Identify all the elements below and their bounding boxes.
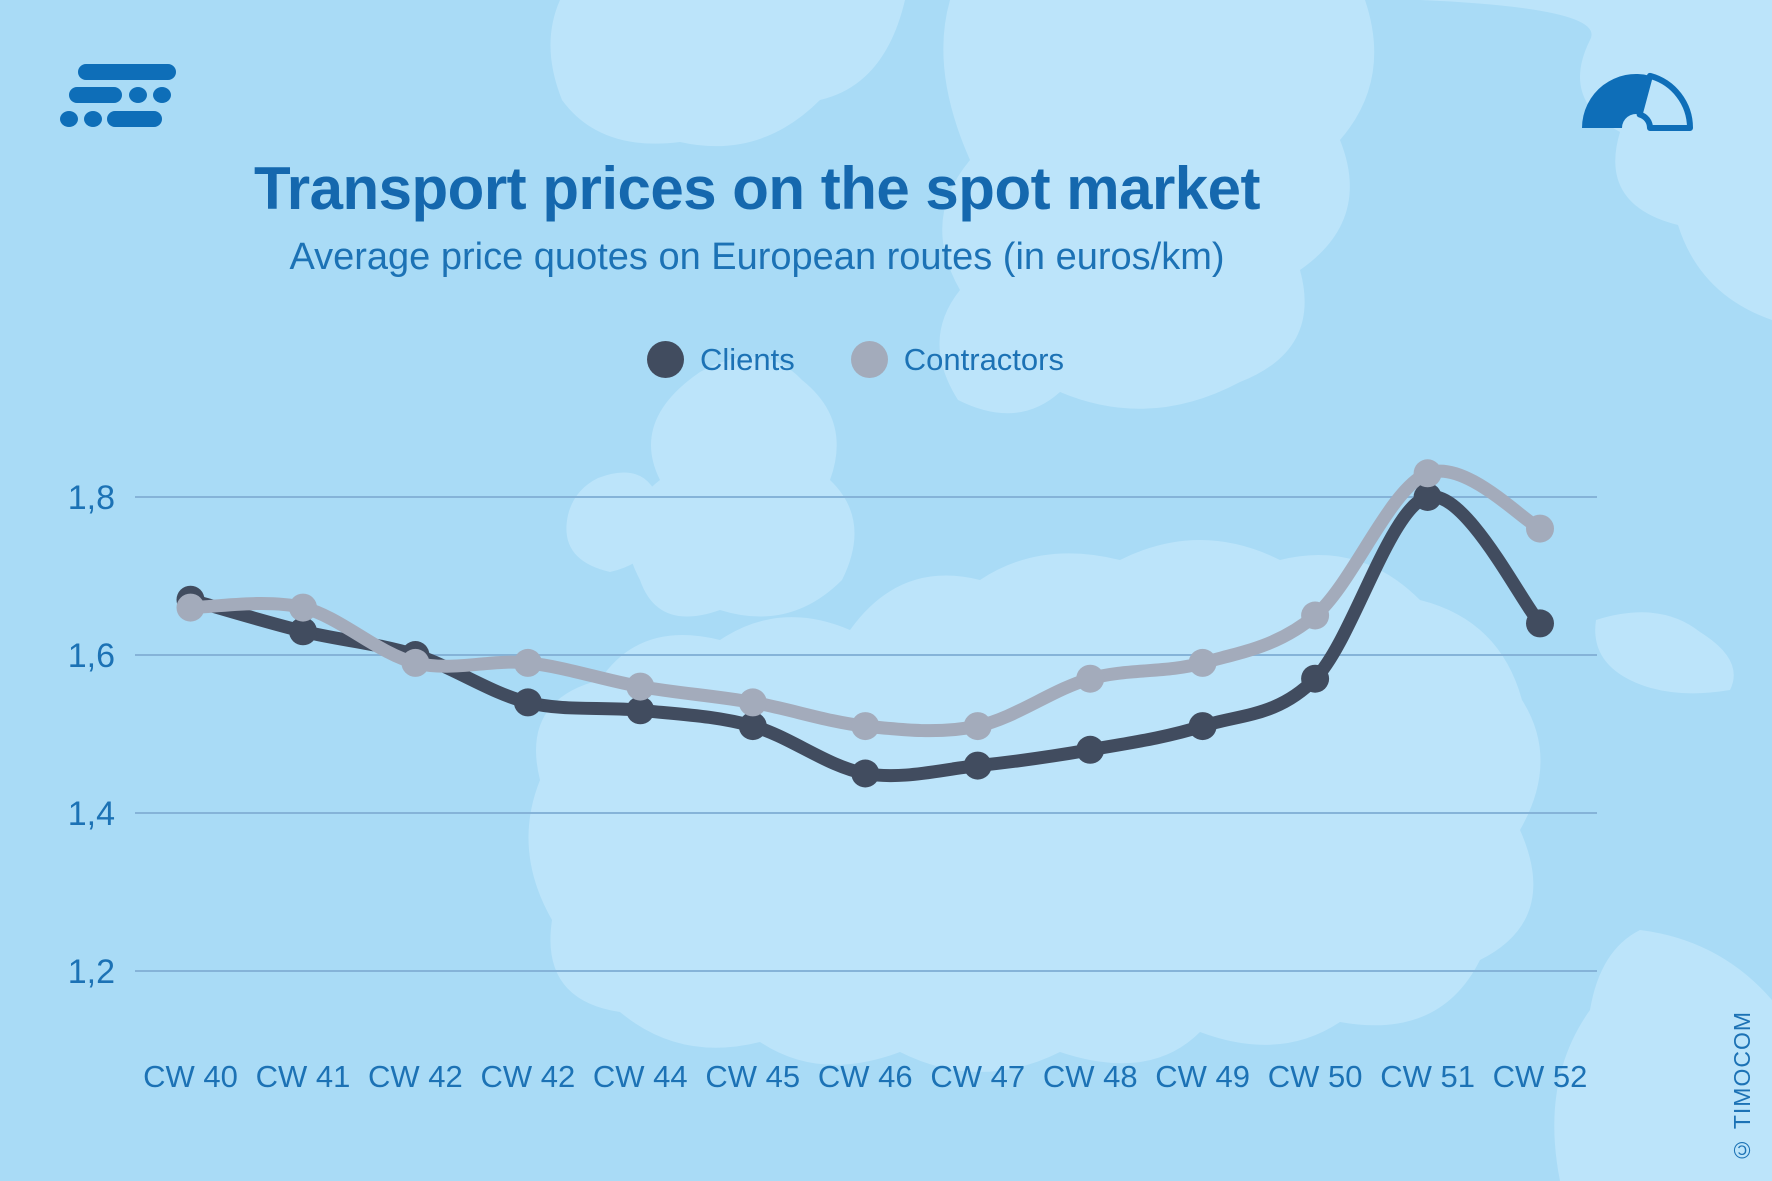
x-axis-tick-label: CW 51 xyxy=(1380,1059,1475,1094)
legend-label-contractors: Contractors xyxy=(903,341,1064,377)
data-point-contractors xyxy=(851,712,880,741)
y-axis-tick-label: 1,8 xyxy=(68,479,115,517)
legend-item-contractors: Contractors xyxy=(850,341,1064,378)
clients-series-dot xyxy=(647,341,684,378)
data-point-contractors xyxy=(626,672,655,701)
logo-bar xyxy=(69,87,122,103)
x-axis-tick-label: CW 48 xyxy=(1043,1059,1138,1094)
logo-dot xyxy=(129,87,147,103)
logo-bar xyxy=(78,64,176,80)
contractors-series-dot xyxy=(850,341,888,378)
chart-legend: Clients Contractors xyxy=(647,341,1064,378)
data-point-clients xyxy=(1526,609,1554,638)
data-point-contractors xyxy=(176,593,205,622)
y-axis-tick-label: 1,4 xyxy=(68,795,115,833)
x-axis-tick-label: CW 42 xyxy=(481,1059,576,1094)
data-point-contractors xyxy=(738,688,767,717)
data-point-contractors xyxy=(401,648,430,677)
copyright-credit: © TIMOCOM xyxy=(1729,1010,1755,1163)
chart-title: Transport prices on the spot market xyxy=(253,155,1261,222)
legend-label-clients: Clients xyxy=(700,341,795,377)
x-axis-tick-label: CW 45 xyxy=(705,1059,800,1094)
data-point-clients xyxy=(1413,483,1442,511)
x-axis-tick-label: CW 46 xyxy=(818,1059,913,1094)
data-point-contractors xyxy=(1413,459,1442,488)
x-axis-tick-label: CW 40 xyxy=(143,1059,238,1094)
x-axis-tick-label: CW 42 xyxy=(368,1059,463,1094)
data-point-clients xyxy=(738,712,767,741)
timocom-logo xyxy=(60,62,182,130)
legend-item-clients: Clients xyxy=(647,341,795,378)
x-axis-tick-label: CW 41 xyxy=(256,1059,351,1094)
x-axis-tick-label: CW 49 xyxy=(1155,1059,1250,1094)
data-point-clients xyxy=(626,696,655,725)
data-point-clients xyxy=(1076,735,1105,764)
logo-bar xyxy=(107,111,162,127)
logo-dot xyxy=(153,87,171,103)
data-point-clients xyxy=(851,759,880,788)
data-point-clients xyxy=(963,751,992,780)
data-point-contractors xyxy=(289,593,317,622)
logo-dot xyxy=(60,111,78,127)
data-point-contractors xyxy=(1076,664,1105,693)
y-axis-tick-label: 1,2 xyxy=(68,953,115,991)
data-point-contractors xyxy=(1526,514,1554,543)
data-point-contractors xyxy=(963,712,992,741)
x-axis-tick-label: CW 50 xyxy=(1268,1059,1363,1094)
data-point-clients xyxy=(513,688,542,717)
gauge-icon xyxy=(1582,72,1693,131)
data-point-contractors xyxy=(1188,648,1217,677)
x-axis-tick-label: CW 44 xyxy=(593,1059,688,1094)
data-point-clients xyxy=(1188,712,1217,741)
chart-subtitle: Average price quotes on European routes … xyxy=(289,236,1225,278)
y-axis-tick-label: 1,6 xyxy=(68,637,115,675)
logo-dot xyxy=(84,111,102,127)
data-point-contractors xyxy=(513,648,542,677)
series-line-contractors xyxy=(184,464,1547,738)
x-axis-tick-label: CW 52 xyxy=(1493,1059,1588,1094)
data-point-contractors xyxy=(1301,601,1330,630)
data-point-clients xyxy=(289,617,317,646)
data-point-clients xyxy=(1301,664,1330,693)
x-axis-tick-label: CW 47 xyxy=(930,1059,1025,1094)
